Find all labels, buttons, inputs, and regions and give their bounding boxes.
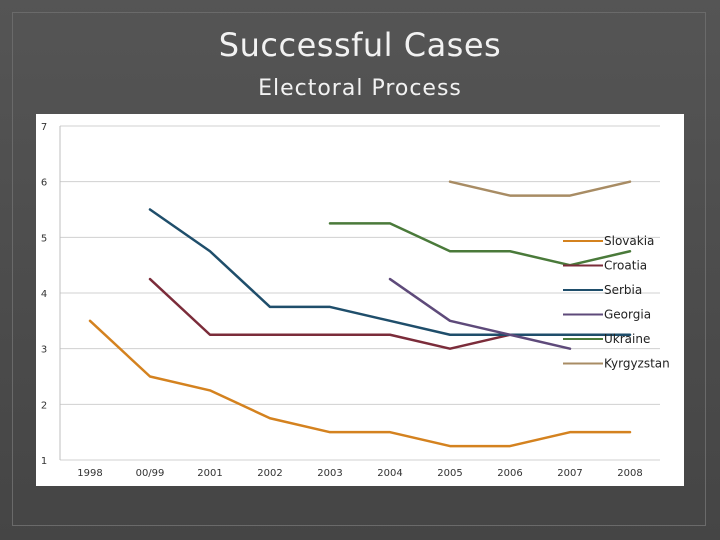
slide-frame bbox=[12, 12, 706, 526]
x-tick-label: 00/99 bbox=[136, 468, 165, 479]
x-tick-label: 2005 bbox=[437, 468, 462, 479]
x-tick-label: 2007 bbox=[557, 468, 582, 479]
x-tick-label: 2001 bbox=[197, 468, 222, 479]
x-tick-label: 2008 bbox=[617, 468, 642, 479]
grid-lines bbox=[60, 125, 660, 461]
legend: Slovakia Croatia Serbia Georgia Ukraine Kyrgy… bbox=[563, 234, 670, 371]
legend-item-croatia: Croatia bbox=[563, 259, 647, 273]
series-lines bbox=[88, 180, 632, 448]
legend-label: Slovakia bbox=[604, 234, 654, 248]
series-line-kyrgyzstan bbox=[448, 180, 632, 197]
line-chart: 7 6 5 4 3 2 1 1998 00/99 2001 2002 2003 2004 2005 2006… bbox=[41, 122, 670, 479]
x-tick-label: 2006 bbox=[497, 468, 522, 479]
legend-label: Kyrgyzstan bbox=[604, 357, 670, 371]
y-tick-label: 6 bbox=[41, 178, 47, 189]
x-tick-label: 2003 bbox=[317, 468, 342, 479]
chart-area: 7 6 5 4 3 2 1 1998 00/99 2001 2002 2003 2004 2005 2006… bbox=[36, 114, 684, 486]
legend-item-slovakia: Slovakia bbox=[563, 234, 654, 248]
slide-subtitle: Electoral Process bbox=[258, 76, 462, 101]
y-tick-label: 2 bbox=[41, 400, 47, 411]
legend-item-georgia: Georgia bbox=[563, 308, 651, 322]
series-georgia bbox=[388, 277, 572, 350]
legend-item-serbia: Serbia bbox=[563, 283, 642, 297]
series-kyrgyzstan bbox=[448, 180, 632, 197]
series-line-croatia bbox=[148, 277, 512, 350]
series-serbia bbox=[148, 208, 632, 336]
y-tick-label: 4 bbox=[41, 289, 47, 300]
series-croatia bbox=[148, 277, 512, 350]
y-tick-label: 5 bbox=[41, 233, 47, 244]
x-tick-label: 1998 bbox=[77, 468, 102, 479]
y-tick-label: 7 bbox=[41, 122, 47, 133]
legend-label: Croatia bbox=[604, 259, 647, 273]
x-tick-label: 2004 bbox=[377, 468, 402, 479]
legend-label: Ukraine bbox=[604, 332, 650, 346]
legend-item-kyrgyzstan: Kyrgyzstan bbox=[563, 357, 670, 371]
y-tick-label: 3 bbox=[41, 345, 47, 356]
axes: 7 6 5 4 3 2 1 1998 00/99 2001 2002 2003 2004 2005 2006… bbox=[41, 122, 643, 479]
legend-label: Serbia bbox=[604, 283, 642, 297]
series-line-serbia bbox=[148, 208, 632, 336]
y-tick-label: 1 bbox=[41, 456, 47, 467]
slide-title: Successful Cases bbox=[218, 26, 502, 64]
series-ukraine bbox=[328, 222, 632, 267]
series-slovakia bbox=[88, 319, 632, 448]
series-line-slovakia bbox=[88, 319, 632, 448]
legend-item-ukraine: Ukraine bbox=[563, 332, 650, 346]
series-line-georgia bbox=[388, 277, 572, 350]
legend-label: Georgia bbox=[604, 308, 651, 322]
series-line-ukraine bbox=[328, 222, 632, 267]
x-tick-label: 2002 bbox=[257, 468, 282, 479]
